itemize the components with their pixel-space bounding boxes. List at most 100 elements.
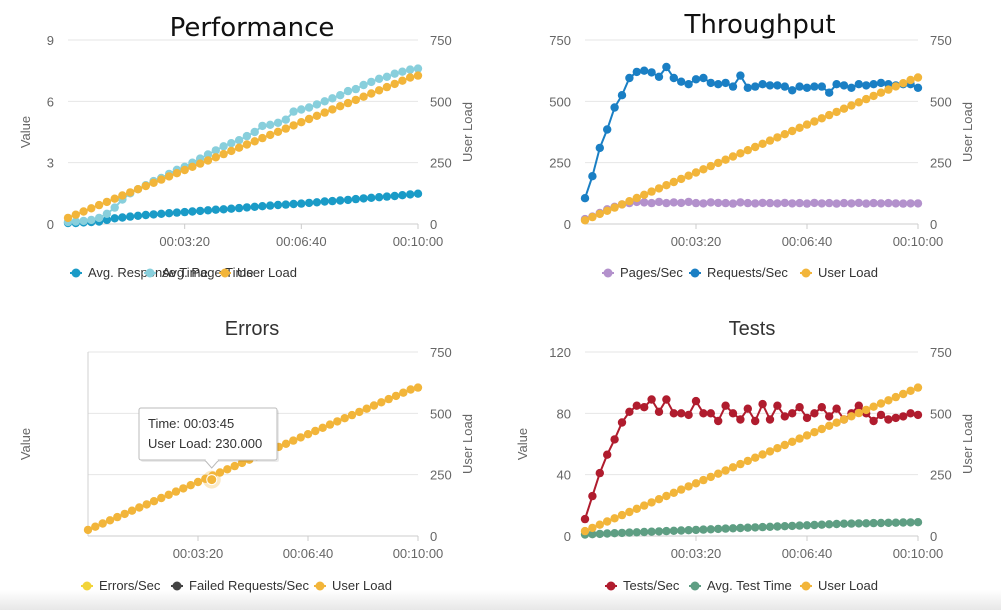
data-point[interactable] [281, 115, 290, 124]
data-point[interactable] [862, 519, 871, 528]
data-point[interactable] [273, 127, 283, 136]
data-point[interactable] [817, 520, 826, 529]
data-point[interactable] [795, 403, 804, 412]
data-point[interactable] [751, 199, 760, 208]
data-point[interactable] [219, 142, 228, 151]
data-point[interactable] [406, 65, 415, 74]
data-point[interactable] [328, 94, 337, 103]
data-point[interactable] [817, 114, 826, 123]
data-point[interactable] [906, 518, 915, 527]
data-point[interactable] [640, 198, 649, 207]
data-point[interactable] [847, 412, 856, 421]
data-point[interactable] [839, 198, 849, 208]
data-point[interactable] [714, 524, 723, 534]
data-point[interactable] [250, 137, 259, 146]
data-point[interactable] [758, 198, 767, 208]
data-point[interactable] [203, 150, 213, 159]
data-point[interactable] [391, 391, 401, 401]
data-point[interactable] [71, 210, 81, 219]
data-point[interactable] [654, 527, 664, 536]
data-point[interactable] [817, 424, 826, 434]
data-point[interactable] [721, 78, 730, 88]
data-point[interactable] [677, 526, 686, 535]
data-point[interactable] [839, 415, 849, 424]
data-point[interactable] [311, 426, 320, 436]
data-point[interactable] [98, 519, 107, 528]
data-point[interactable] [297, 105, 306, 114]
data-point[interactable] [359, 80, 368, 90]
data-point[interactable] [736, 149, 745, 158]
data-point[interactable] [632, 67, 641, 77]
data-point[interactable] [188, 162, 197, 171]
data-point[interactable] [617, 528, 627, 538]
data-point[interactable] [817, 403, 826, 412]
data-point[interactable] [884, 396, 893, 405]
data-point[interactable] [906, 75, 915, 85]
data-point[interactable] [677, 409, 686, 418]
data-point[interactable] [699, 525, 708, 534]
data-point[interactable] [632, 193, 641, 203]
data-point[interactable] [751, 453, 760, 462]
data-point[interactable] [780, 198, 789, 208]
data-point[interactable] [706, 409, 715, 418]
data-point[interactable] [333, 417, 342, 426]
data-point[interactable] [906, 409, 915, 418]
data-point[interactable] [336, 91, 345, 100]
data-point[interactable] [736, 459, 745, 469]
data-point[interactable] [802, 431, 812, 440]
data-point[interactable] [63, 213, 73, 223]
data-point[interactable] [788, 126, 797, 136]
legend-item[interactable]: User Load [800, 578, 878, 593]
data-point[interactable] [891, 82, 900, 91]
data-point[interactable] [773, 199, 782, 208]
data-point[interactable] [728, 409, 738, 418]
data-point[interactable] [406, 190, 415, 199]
data-point[interactable] [610, 435, 619, 444]
data-point[interactable] [714, 80, 723, 89]
data-point[interactable] [832, 404, 841, 413]
data-point[interactable] [328, 105, 337, 114]
data-point[interactable] [810, 82, 819, 91]
data-point[interactable] [632, 504, 641, 513]
data-point[interactable] [355, 407, 364, 417]
data-point[interactable] [113, 512, 122, 522]
data-point[interactable] [677, 198, 686, 208]
data-point[interactable] [79, 216, 88, 226]
data-point[interactable] [706, 161, 715, 171]
data-point[interactable] [273, 200, 283, 210]
data-point[interactable] [625, 507, 634, 517]
data-point[interactable] [743, 146, 752, 155]
data-point[interactable] [847, 519, 856, 528]
data-point[interactable] [413, 383, 423, 392]
data-point[interactable] [743, 456, 752, 466]
data-point[interactable] [765, 198, 775, 208]
data-point[interactable] [133, 185, 143, 194]
data-point[interactable] [751, 82, 760, 91]
data-point[interactable] [654, 184, 664, 193]
data-point[interactable] [211, 153, 220, 162]
data-point[interactable] [832, 107, 841, 117]
data-point[interactable] [135, 503, 144, 512]
data-point[interactable] [258, 121, 267, 131]
data-point[interactable] [588, 530, 597, 539]
data-point[interactable] [149, 497, 159, 506]
data-point[interactable] [610, 529, 619, 538]
data-point[interactable] [795, 123, 804, 132]
data-point[interactable] [862, 81, 871, 90]
data-point[interactable] [603, 125, 612, 134]
data-point[interactable] [384, 394, 393, 404]
data-point[interactable] [603, 517, 612, 526]
data-point[interactable] [876, 410, 886, 420]
legend-item[interactable]: Avg. Page Time [144, 265, 254, 280]
data-point[interactable] [662, 181, 671, 190]
data-point[interactable] [825, 198, 834, 208]
legend-item[interactable]: Requests/Sec [689, 265, 788, 280]
data-point[interactable] [398, 76, 407, 85]
data-point[interactable] [336, 196, 345, 205]
data-point[interactable] [862, 405, 871, 415]
data-point[interactable] [172, 169, 182, 178]
data-point[interactable] [743, 523, 752, 532]
data-point[interactable] [617, 200, 627, 209]
data-point[interactable] [281, 439, 291, 448]
data-point[interactable] [884, 85, 893, 94]
